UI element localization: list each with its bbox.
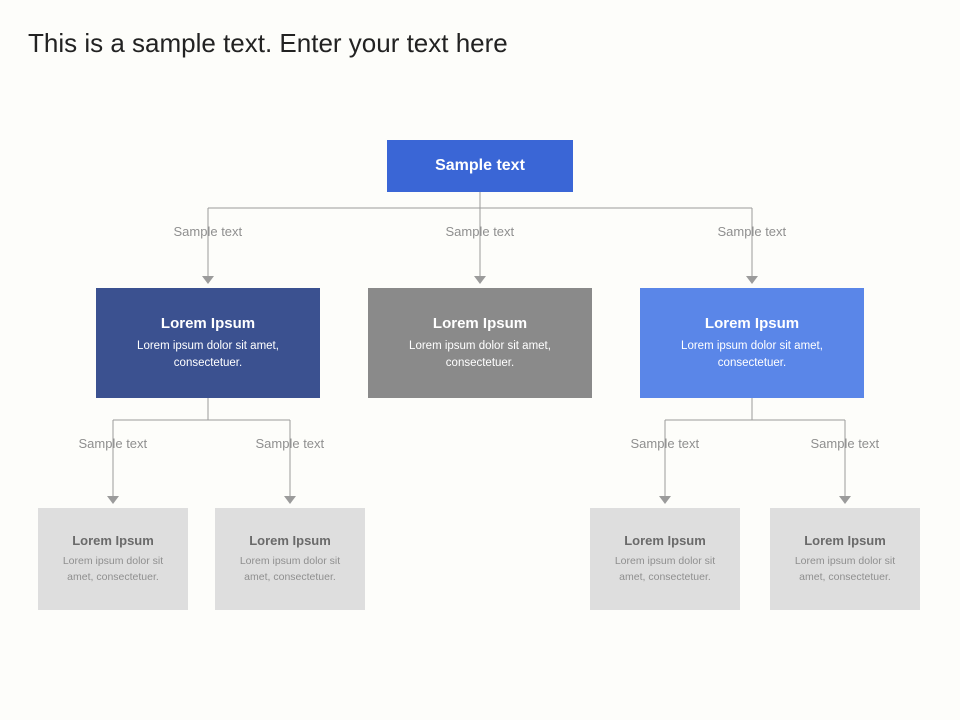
org-chart-slide: { "title": "This is a sample text. Enter… xyxy=(0,0,960,720)
mid-node-1: Lorem Ipsum Lorem ipsum dolor sit amet, c… xyxy=(368,288,592,398)
mid-node-title: Lorem Ipsum xyxy=(161,315,255,332)
slide-title: This is a sample text. Enter your text h… xyxy=(28,28,508,59)
leaf-node-title: Lorem Ipsum xyxy=(624,533,706,548)
leaf-node-1: Lorem Ipsum Lorem ipsum dolor sit amet, c… xyxy=(215,508,365,610)
leaf-node-0: Lorem Ipsum Lorem ipsum dolor sit amet, c… xyxy=(38,508,188,610)
leaf-node-title: Lorem Ipsum xyxy=(72,533,154,548)
edge-label-m2-0: Sample text xyxy=(631,436,700,451)
leaf-node-body: Lorem ipsum dolor sit amet, consectetuer… xyxy=(231,554,349,584)
mid-node-title: Lorem Ipsum xyxy=(433,315,527,332)
edge-label-m0-0: Sample text xyxy=(79,436,148,451)
leaf-node-title: Lorem Ipsum xyxy=(804,533,886,548)
leaf-node-body: Lorem ipsum dolor sit amet, consectetuer… xyxy=(54,554,172,584)
leaf-node-title: Lorem Ipsum xyxy=(249,533,331,548)
leaf-node-body: Lorem ipsum dolor sit amet, consectetuer… xyxy=(786,554,904,584)
mid-node-body: Lorem ipsum dolor sit amet, consectetuer… xyxy=(112,338,304,371)
edge-label-root-2: Sample text xyxy=(718,224,787,239)
mid-node-title: Lorem Ipsum xyxy=(705,315,799,332)
edge-label-m0-1: Sample text xyxy=(256,436,325,451)
mid-node-0: Lorem Ipsum Lorem ipsum dolor sit amet, c… xyxy=(96,288,320,398)
leaf-node-2: Lorem Ipsum Lorem ipsum dolor sit amet, c… xyxy=(590,508,740,610)
root-node: Sample text xyxy=(387,140,573,192)
edge-label-m2-1: Sample text xyxy=(811,436,880,451)
leaf-node-body: Lorem ipsum dolor sit amet, consectetuer… xyxy=(606,554,724,584)
mid-node-body: Lorem ipsum dolor sit amet, consectetuer… xyxy=(384,338,576,371)
mid-node-body: Lorem ipsum dolor sit amet, consectetuer… xyxy=(656,338,848,371)
mid-node-2: Lorem Ipsum Lorem ipsum dolor sit amet, c… xyxy=(640,288,864,398)
edge-label-root-0: Sample text xyxy=(174,224,243,239)
leaf-node-3: Lorem Ipsum Lorem ipsum dolor sit amet, c… xyxy=(770,508,920,610)
edge-label-root-1: Sample text xyxy=(446,224,515,239)
